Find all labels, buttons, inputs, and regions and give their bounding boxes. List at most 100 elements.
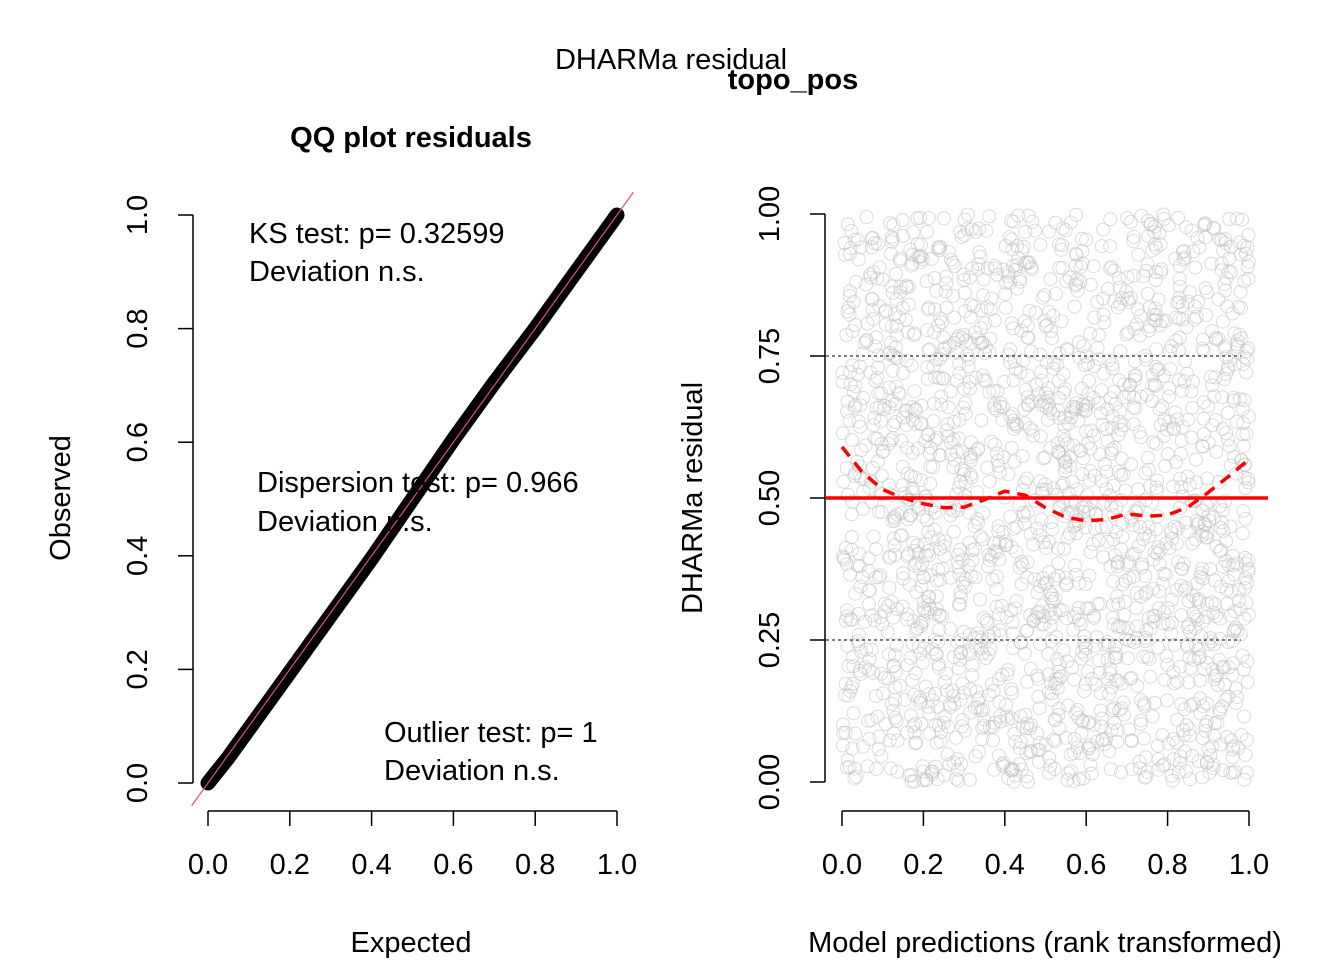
residual-point xyxy=(884,230,899,245)
residual-point xyxy=(991,672,1006,687)
residual-point xyxy=(846,706,861,721)
residual-point xyxy=(1116,707,1131,722)
residual-point xyxy=(907,326,922,341)
residual-point xyxy=(997,374,1012,389)
residual-point xyxy=(1155,399,1169,414)
residual-point xyxy=(940,429,955,444)
qq-reference-line xyxy=(191,191,634,807)
residual-point xyxy=(1107,701,1122,715)
residual-point xyxy=(1097,457,1112,472)
residual-point xyxy=(1015,449,1030,464)
residual-point xyxy=(1166,479,1181,494)
residual-point xyxy=(882,647,896,662)
residual-point xyxy=(974,413,989,428)
residual-point xyxy=(1196,395,1211,410)
residual-point xyxy=(1076,714,1091,729)
residual-point xyxy=(858,614,873,629)
residual-point xyxy=(1166,732,1181,747)
residual-point xyxy=(1020,318,1035,333)
residual-point xyxy=(1149,313,1163,328)
residual-point xyxy=(929,352,944,367)
residual-point xyxy=(1220,730,1235,745)
residual-point xyxy=(953,585,968,600)
residual-point xyxy=(1233,235,1248,250)
residual-point xyxy=(889,292,904,307)
residual-point xyxy=(1173,749,1188,764)
residual-point xyxy=(835,426,850,441)
residual-point xyxy=(1054,314,1069,329)
residual-point xyxy=(901,297,916,312)
residual-point xyxy=(873,568,888,583)
residual-point xyxy=(903,650,918,665)
residual-point xyxy=(963,453,978,468)
residual-point xyxy=(1160,601,1175,615)
residual-point xyxy=(1025,423,1040,438)
residual-point xyxy=(937,548,952,563)
residual-point xyxy=(1200,471,1215,486)
residual-point xyxy=(957,723,972,738)
residual-point xyxy=(1173,471,1188,486)
residual-point xyxy=(1122,633,1137,648)
residual-point xyxy=(843,284,858,299)
residual-point xyxy=(985,572,1000,587)
residual-point xyxy=(1188,621,1203,635)
residual-point xyxy=(875,444,890,459)
residual-point xyxy=(963,381,977,396)
residual-point xyxy=(939,666,954,681)
residual-point xyxy=(1076,771,1091,786)
residual-point xyxy=(895,566,910,581)
residual-point xyxy=(1043,441,1058,456)
residual-point xyxy=(981,559,996,574)
residual-point xyxy=(1039,540,1054,555)
residual-point xyxy=(1094,711,1109,726)
residual-point xyxy=(1138,466,1153,480)
residual-point xyxy=(1177,244,1192,259)
qq-title: QQ plot residuals xyxy=(290,122,532,154)
residual-point xyxy=(1131,247,1146,262)
residual-point xyxy=(874,436,889,451)
residual-point xyxy=(1113,344,1128,359)
residual-point xyxy=(1043,619,1058,634)
residual-point xyxy=(986,684,1001,699)
residual-point xyxy=(898,312,913,327)
residual-point xyxy=(898,403,913,418)
residual-point xyxy=(1197,218,1212,233)
residual-point xyxy=(1004,440,1019,455)
residual-point xyxy=(1017,314,1032,329)
residual-point xyxy=(1121,722,1136,737)
residual-point xyxy=(987,259,1002,273)
residual-point xyxy=(908,416,923,431)
residual-point xyxy=(1080,488,1095,503)
residual-point xyxy=(895,599,910,614)
residual-point xyxy=(1068,558,1082,573)
residual-point xyxy=(1045,692,1060,707)
residual-point xyxy=(1237,274,1252,289)
residual-point xyxy=(1175,419,1190,434)
residual-point xyxy=(1021,208,1036,223)
residual-point xyxy=(955,719,969,734)
residual-point xyxy=(1237,611,1252,626)
residual-point xyxy=(880,625,895,640)
residual-point xyxy=(1069,258,1083,273)
residual-point xyxy=(950,332,965,346)
residual-point xyxy=(1052,391,1066,406)
residual-point xyxy=(870,431,885,446)
residual-point xyxy=(1168,310,1183,325)
residual-point xyxy=(984,434,999,449)
residual-point xyxy=(1011,208,1026,223)
residual-point xyxy=(905,673,920,688)
residual-point xyxy=(1075,402,1090,417)
residual-point xyxy=(842,759,857,774)
residual-point xyxy=(845,650,860,665)
residual-point xyxy=(931,657,946,672)
residual-point xyxy=(1221,359,1235,374)
residual-point xyxy=(984,291,999,306)
residual-point xyxy=(1027,572,1042,587)
residual-point xyxy=(929,573,944,588)
residual-point xyxy=(1223,608,1238,623)
residual-point xyxy=(1171,555,1186,569)
residual-y-tick-label: 0.50 xyxy=(754,470,786,526)
residual-point xyxy=(1121,292,1135,307)
residual-point xyxy=(1083,441,1098,456)
residual-point xyxy=(1012,560,1027,575)
